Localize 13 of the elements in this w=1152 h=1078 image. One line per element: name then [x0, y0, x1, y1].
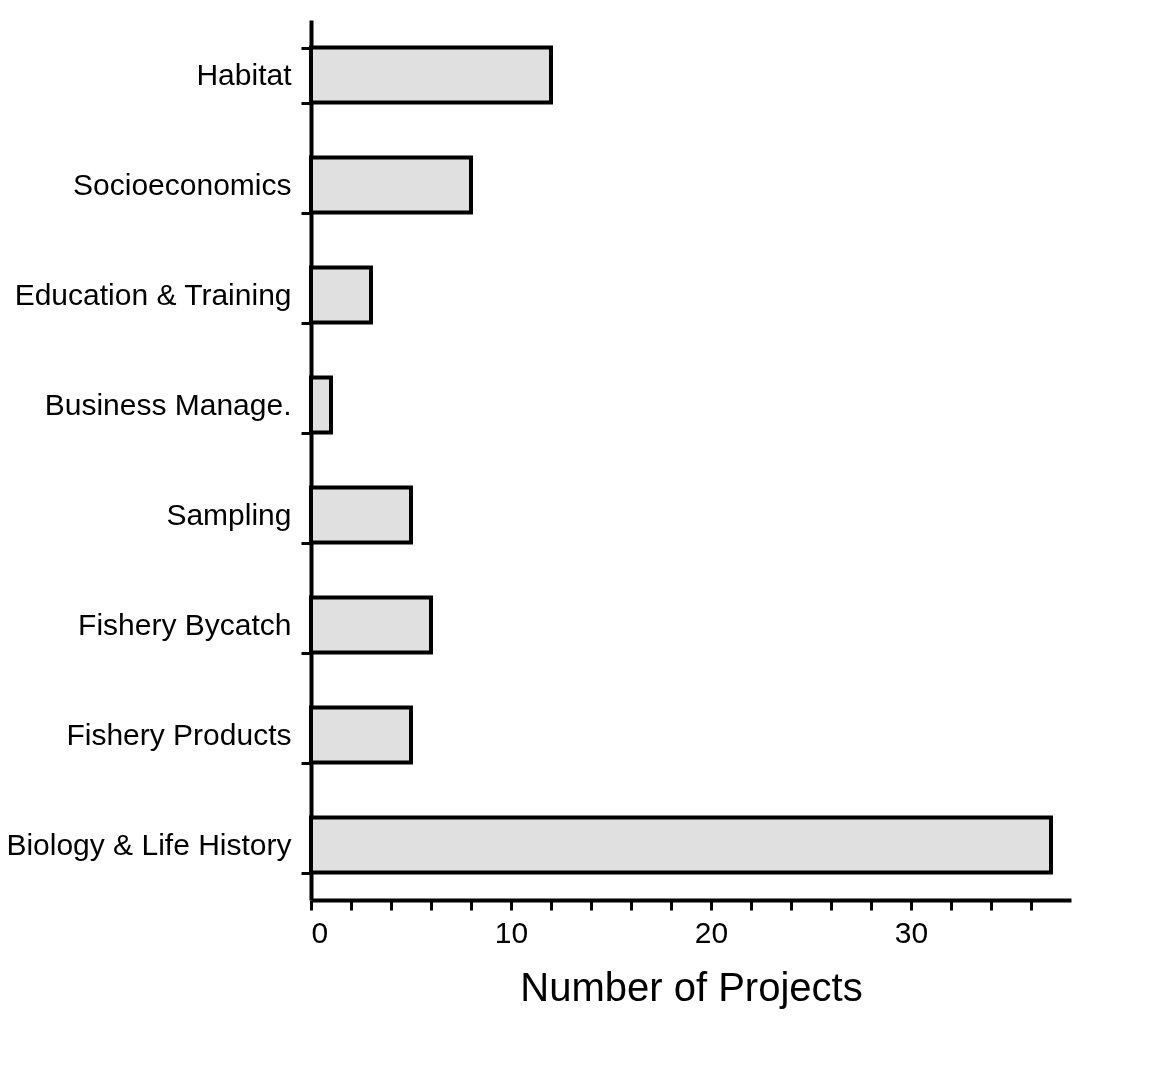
x-tick-label: 0: [311, 915, 329, 949]
y-tick-label: Business Manage.: [44, 387, 292, 421]
y-tick-label: Fishery Bycatch: [78, 607, 292, 641]
x-tick-label: 20: [694, 915, 729, 949]
x-tick-label: 10: [494, 915, 529, 949]
x-tick-label: 30: [894, 915, 929, 949]
x-axis-title: Number of Projects: [520, 964, 863, 1009]
y-tick-label: Biology & Life History: [6, 827, 292, 861]
y-tick-label: Socioeconomics: [73, 167, 292, 201]
y-tick-label: Fishery Products: [66, 717, 292, 751]
y-tick-label: Sampling: [166, 497, 292, 531]
y-tick-label: Education & Training: [14, 277, 292, 311]
y-tick-label: Habitat: [196, 57, 293, 91]
